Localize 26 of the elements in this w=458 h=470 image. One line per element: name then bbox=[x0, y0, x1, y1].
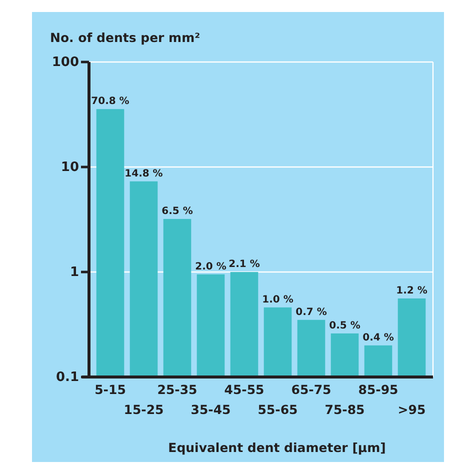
y-tick-label: 10 bbox=[60, 160, 79, 176]
y-tick-label: 100 bbox=[52, 55, 79, 70]
x-tick-label: 5-15 bbox=[94, 382, 126, 397]
annotation: 2.1 % bbox=[228, 259, 260, 270]
y-tick-label: 1 bbox=[70, 265, 79, 280]
annotation: 0.7 % bbox=[296, 306, 327, 318]
annotation: 1.0 % bbox=[262, 294, 294, 306]
annotation: 0.4 % bbox=[362, 332, 394, 344]
annotation: 1.2 % bbox=[396, 285, 428, 296]
annotation: 70.8 % bbox=[91, 96, 130, 108]
x-tick-label: 35-45 bbox=[190, 402, 231, 417]
x-tick-label: 55-65 bbox=[258, 402, 298, 417]
x-tick-label: 15-25 bbox=[124, 402, 164, 417]
y-axis-title: No. of dents per mm² bbox=[50, 30, 200, 45]
x-tick-label: 25-35 bbox=[157, 382, 198, 397]
x-tick-label: 45-55 bbox=[224, 382, 264, 397]
y-tick-label: 0.1 bbox=[56, 370, 79, 386]
x-tick-label: 75-85 bbox=[324, 402, 365, 417]
annotation: 0.5 % bbox=[329, 320, 360, 332]
annotation: 2.0 % bbox=[195, 261, 226, 272]
x-tick-label: 85-95 bbox=[358, 382, 398, 397]
x-axis-title: Equivalent dent diameter [µm] bbox=[168, 440, 386, 455]
x-tick-label: >95 bbox=[398, 402, 426, 417]
annotation: 6.5 % bbox=[162, 206, 193, 217]
x-tick-label: 65-75 bbox=[291, 382, 332, 397]
annotation: 14.8 % bbox=[124, 168, 163, 180]
